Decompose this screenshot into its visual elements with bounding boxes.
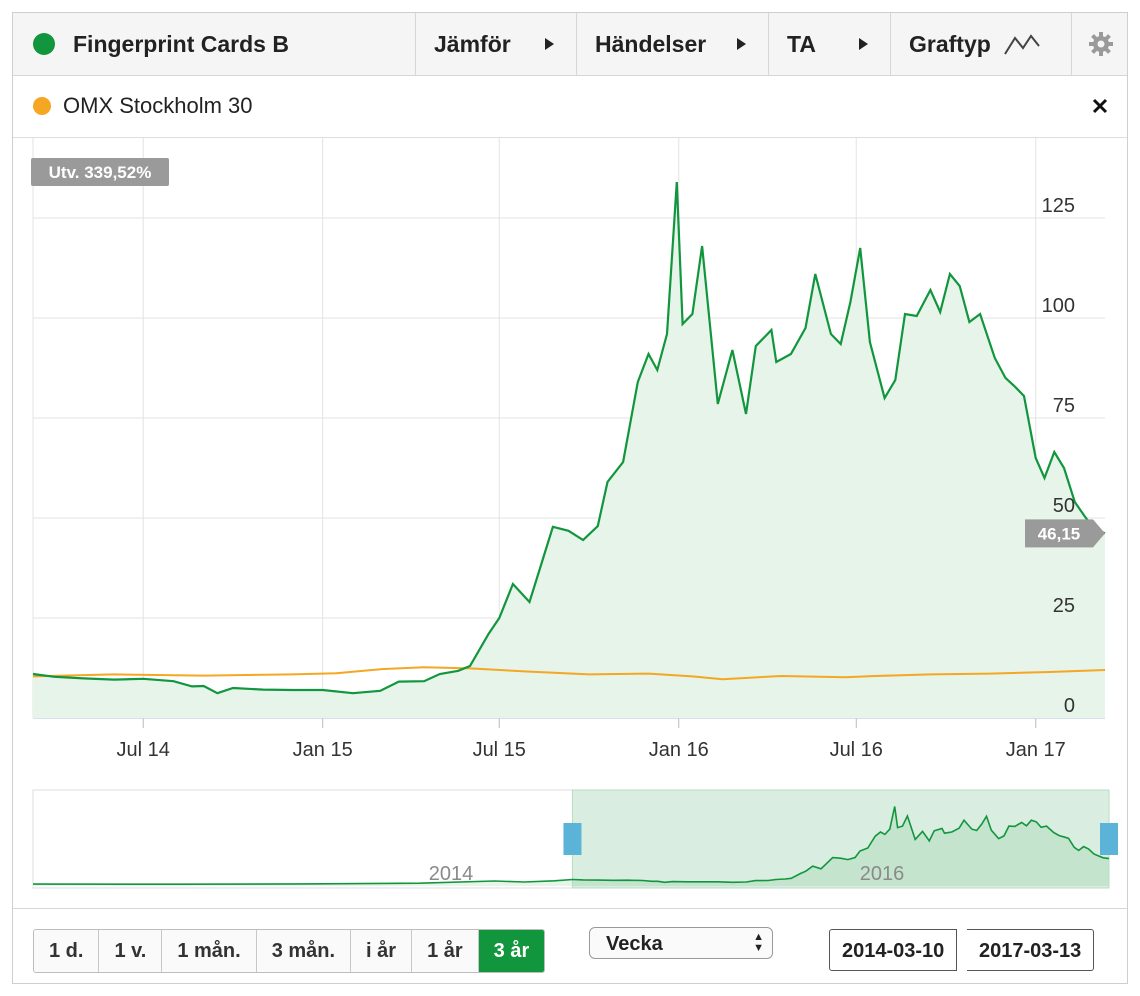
instrument-title: Fingerprint Cards B <box>13 13 415 75</box>
range-button-6[interactable]: 3 år <box>478 930 545 972</box>
navigator-line <box>32 806 1110 886</box>
price-series-line <box>32 181 1106 695</box>
range-button-2[interactable]: 1 mån. <box>162 930 257 972</box>
settings-button[interactable] <box>1071 13 1127 75</box>
line-chart-icon <box>1003 34 1040 55</box>
x-tick-label: Jul 14 <box>117 739 170 761</box>
range-button-4[interactable]: i år <box>351 930 413 972</box>
date-from-field[interactable]: 2014-03-10 <box>829 929 958 971</box>
select-arrows-icon: ▲ ▼ <box>753 931 764 954</box>
y-tick-label: 125 <box>1042 195 1075 217</box>
compare-series-label: OMX Stockholm 30 <box>63 93 253 118</box>
last-value-marker: 46,15 <box>1025 519 1105 548</box>
x-tick-label: Jul 15 <box>473 739 526 761</box>
charttype-label: Graftyp <box>909 30 991 57</box>
x-tick-label: Jan 16 <box>649 739 709 761</box>
range-controls: 1 d. 1 v. 1 mån. 3 mån. i år 1 år 3 år Vecka ▲… <box>13 908 1127 985</box>
interval-select-value: Vecka <box>606 933 663 955</box>
range-button-1[interactable]: 1 v. <box>99 930 163 972</box>
chart-toolbar: Fingerprint Cards B Jämför Händelser TA … <box>13 13 1127 76</box>
y-tick-label: 100 <box>1042 295 1075 317</box>
events-menu[interactable]: Händelser <box>576 13 768 75</box>
y-tick-label: 25 <box>1053 595 1075 617</box>
compare-arrow-icon <box>545 38 554 50</box>
navigator-selection[interactable] <box>571 789 1110 889</box>
range-button-group: 1 d. 1 v. 1 mån. 3 mån. i år 1 år 3 år <box>33 929 546 973</box>
instrument-name: Fingerprint Cards B <box>73 30 289 57</box>
date-to-field[interactable]: 2017-03-13 <box>967 929 1095 971</box>
range-button-3[interactable]: 3 mån. <box>256 930 352 972</box>
range-button-0[interactable]: 1 d. <box>34 930 100 972</box>
ta-label: TA <box>787 30 816 57</box>
instrument-color-dot <box>33 33 55 55</box>
ta-arrow-icon <box>859 38 868 50</box>
x-tick-label: Jan 17 <box>1006 739 1066 761</box>
y-axis-ticks: 0 25 50 75 100 125 <box>1042 195 1075 717</box>
x-tick-label: Jan 15 <box>293 739 353 761</box>
charttype-menu[interactable]: Graftyp <box>890 13 1071 75</box>
chart-widget: Fingerprint Cards B Jämför Händelser TA … <box>12 12 1128 984</box>
navigator-handle-right[interactable] <box>1100 823 1118 855</box>
last-value-text: 46,15 <box>1038 524 1081 543</box>
compare-color-dot <box>33 97 51 115</box>
navigator[interactable]: 2014 2016 <box>32 789 1118 889</box>
close-icon[interactable] <box>1091 97 1109 115</box>
navigator-area-fill <box>33 806 1109 886</box>
y-tick-label: 75 <box>1053 395 1075 417</box>
navigator-label-2014: 2014 <box>429 863 474 885</box>
price-area-fill <box>33 182 1105 718</box>
x-axis-ticks: Jul 14 Jan 15 Jul 15 Jan 16 Jul 16 Jan 17 <box>117 739 1066 761</box>
y-tick-label: 50 <box>1053 495 1075 517</box>
interval-select[interactable]: Vecka ▲ ▼ <box>589 927 773 959</box>
events-label: Händelser <box>595 30 707 57</box>
y-tick-label: 0 <box>1064 695 1075 717</box>
compare-label: Jämför <box>434 30 511 57</box>
events-arrow-icon <box>737 38 746 50</box>
compare-legend: OMX Stockholm 30 <box>13 75 1127 138</box>
ta-menu[interactable]: TA <box>768 13 890 75</box>
navigator-handle-left[interactable] <box>563 823 582 855</box>
change-badge: Utv. 339,52% <box>31 158 169 186</box>
compare-menu[interactable]: Jämför <box>415 13 576 75</box>
omx-series-line <box>32 666 1106 681</box>
change-badge-text: Utv. 339,52% <box>49 163 152 182</box>
navigator-label-2016: 2016 <box>860 863 905 885</box>
range-button-5[interactable]: 1 år <box>412 930 479 972</box>
x-tick-label: Jul 16 <box>830 739 883 761</box>
gear-icon <box>1089 32 1113 56</box>
